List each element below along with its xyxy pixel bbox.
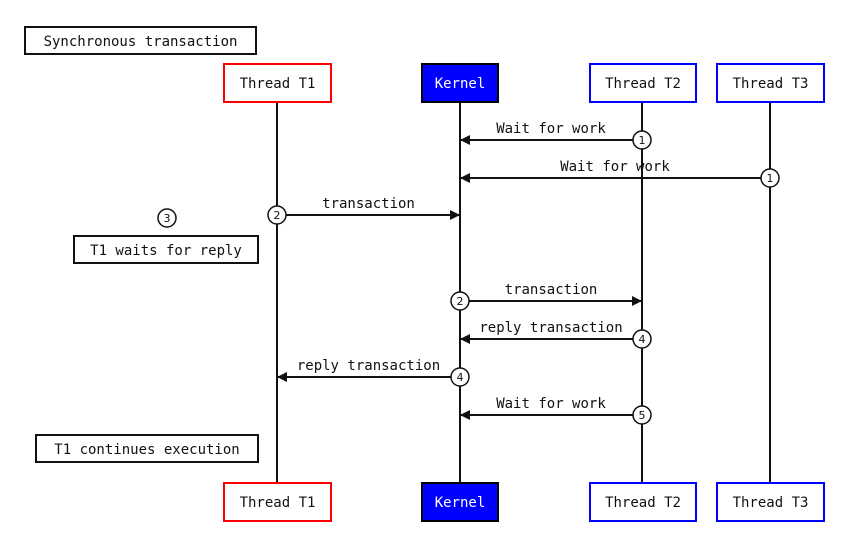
participant-t1-bottom: Thread T1 — [223, 482, 332, 522]
step-marker: 2 — [267, 205, 287, 225]
note: T1 waits for reply 3 — [73, 208, 259, 264]
participant-t3-top: Thread T3 — [716, 63, 825, 103]
participant-kernel-bottom: Kernel — [421, 482, 499, 522]
message-label: Wait for work — [496, 396, 606, 412]
step-marker: 3 — [157, 208, 177, 228]
participant-label: Thread T1 — [240, 495, 316, 511]
participant-t3-bottom: Thread T3 — [716, 482, 825, 522]
participant-t2-top: Thread T2 — [589, 63, 697, 103]
message-label: transaction — [505, 282, 598, 298]
participant-kernel-top: Kernel — [421, 63, 499, 103]
diagram-title: Synchronous transaction — [24, 26, 257, 55]
message-arrow: Wait for work 1 — [460, 121, 652, 150]
message-label: Wait for work — [496, 121, 606, 137]
note-text: T1 waits for reply — [90, 243, 242, 259]
step-marker: 1 — [760, 168, 780, 188]
message-arrow: Wait for work 5 — [460, 396, 652, 425]
diagram-title-text: Synchronous transaction — [44, 34, 238, 50]
message-label: reply transaction — [297, 358, 440, 374]
step-marker: 2 — [450, 291, 470, 311]
step-number: 1 — [767, 172, 774, 185]
step-number: 4 — [639, 333, 646, 346]
step-number: 2 — [274, 209, 281, 222]
participant-t2-bottom: Thread T2 — [589, 482, 697, 522]
participant-label: Thread T3 — [733, 76, 809, 92]
step-number: 1 — [639, 134, 646, 147]
participant-label: Kernel — [435, 495, 486, 511]
message-arrow: reply transaction 4 — [460, 320, 652, 349]
participant-label: Thread T1 — [240, 76, 316, 92]
step-marker: 5 — [632, 405, 652, 425]
message-arrow: Wait for work 1 — [460, 159, 780, 188]
note-text: T1 continues execution — [54, 442, 239, 458]
message-arrow: transaction 2 — [267, 196, 460, 225]
participant-label: Thread T2 — [605, 495, 681, 511]
message-label: transaction — [322, 196, 415, 212]
message-label: Wait for work — [560, 159, 670, 175]
participant-t1-top: Thread T1 — [223, 63, 332, 103]
message-label: reply transaction — [479, 320, 622, 336]
step-number: 5 — [639, 409, 646, 422]
participant-label: Kernel — [435, 76, 486, 92]
participant-label: Thread T2 — [605, 76, 681, 92]
step-marker: 4 — [450, 367, 470, 387]
step-number: 3 — [164, 212, 171, 225]
note: T1 continues execution — [35, 434, 259, 463]
step-number: 2 — [457, 295, 464, 308]
participant-label: Thread T3 — [733, 495, 809, 511]
message-arrow: transaction 2 — [450, 282, 642, 311]
step-marker: 1 — [632, 130, 652, 150]
step-marker: 4 — [632, 329, 652, 349]
message-arrow: reply transaction 4 — [277, 358, 470, 387]
step-number: 4 — [457, 371, 464, 384]
